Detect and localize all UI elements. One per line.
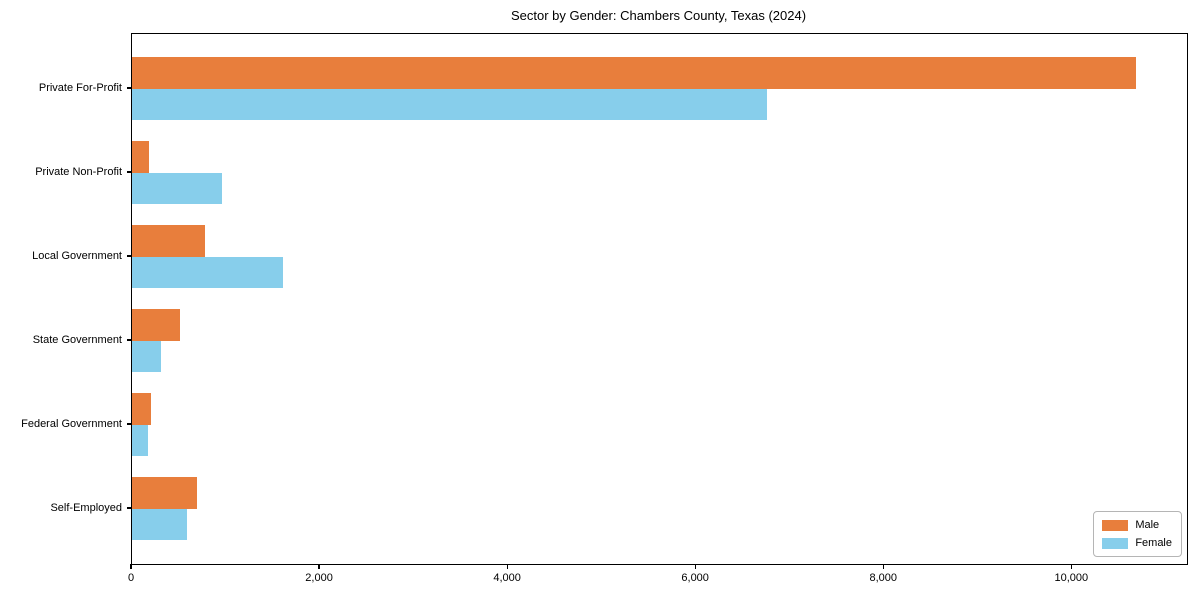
x-tick-mark <box>694 564 696 569</box>
legend: Male Female <box>1093 511 1182 557</box>
legend-item-female: Female <box>1102 537 1172 549</box>
y-tick-mark <box>127 339 131 341</box>
x-tick-mark <box>506 564 508 569</box>
y-tick-label: Private Non-Profit <box>35 165 122 178</box>
bar-female-self-employed <box>132 508 187 541</box>
x-tick-label: 10,000 <box>1054 572 1089 584</box>
x-tick-label: 6,000 <box>681 572 709 584</box>
legend-label: Female <box>1135 537 1172 549</box>
x-tick-mark <box>882 564 884 569</box>
x-tick-label: 0 <box>127 572 135 584</box>
x-tick-mark <box>1070 564 1072 569</box>
y-tick-mark <box>127 87 131 89</box>
plot-area: Male Female <box>131 33 1188 565</box>
y-tick-label: State Government <box>32 333 122 346</box>
bar-female-federal-government <box>132 424 148 457</box>
bar-female-private-non-profit <box>132 172 223 205</box>
x-tick-mark <box>130 564 132 569</box>
y-tick-mark <box>127 171 131 173</box>
x-tick-mark <box>318 564 320 569</box>
legend-swatch-male <box>1102 519 1129 531</box>
chart-title: Sector by Gender: Chambers County, Texas… <box>510 8 807 23</box>
bar-male-private-non-profit <box>132 141 149 173</box>
y-tick-label: Self-Employed <box>50 501 122 514</box>
bar-male-local-government <box>132 225 206 257</box>
bar-female-local-government <box>132 256 284 289</box>
legend-item-male: Male <box>1102 519 1172 531</box>
x-tick-label: 8,000 <box>869 572 897 584</box>
legend-label: Male <box>1135 519 1160 531</box>
bar-female-private-for-profit <box>132 88 767 121</box>
y-tick-mark <box>127 255 131 257</box>
legend-swatch-female <box>1102 537 1129 549</box>
y-tick-mark <box>127 423 131 425</box>
x-tick-label: 4,000 <box>493 572 521 584</box>
y-tick-mark <box>127 507 131 509</box>
bar-female-state-government <box>132 340 162 373</box>
y-tick-label: Private For-Profit <box>38 81 122 94</box>
y-tick-label: Local Government <box>32 249 122 262</box>
x-tick-label: 2,000 <box>305 572 333 584</box>
y-tick-label: Federal Government <box>21 417 122 430</box>
bar-male-federal-government <box>132 393 151 425</box>
bar-male-state-government <box>132 309 180 341</box>
bar-male-private-for-profit <box>132 57 1137 89</box>
bar-male-self-employed <box>132 477 197 509</box>
